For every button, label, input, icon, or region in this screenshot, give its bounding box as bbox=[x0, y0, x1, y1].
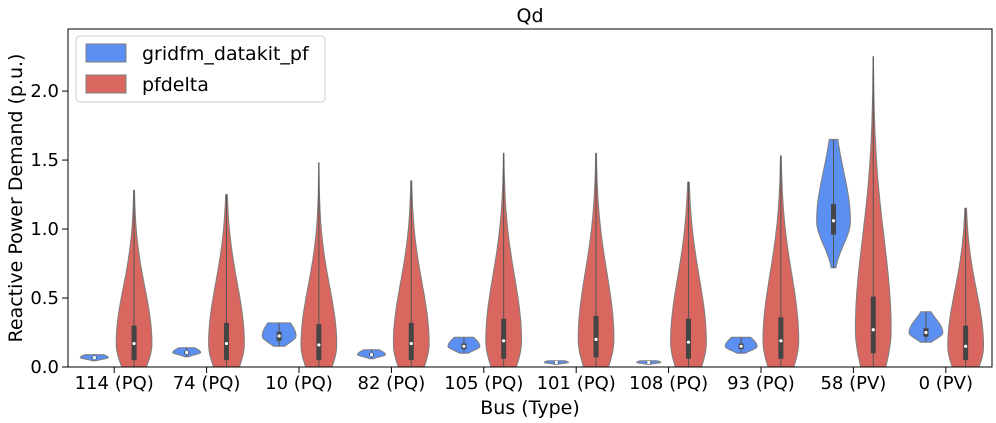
legend-label-pfdelta: pfdelta bbox=[142, 74, 209, 96]
violin-median bbox=[831, 219, 836, 223]
violin-pfdelta-3 bbox=[392, 180, 430, 368]
violin-pfdelta-5 bbox=[577, 152, 615, 368]
violin-median bbox=[502, 339, 506, 343]
x-tick-label: 93 (PQ) bbox=[727, 373, 795, 394]
violins-layer bbox=[79, 56, 984, 368]
violin-gridfm_datakit_pf-1 bbox=[172, 347, 202, 358]
x-tick-label: 74 (PQ) bbox=[173, 373, 241, 394]
violin-pfdelta-7 bbox=[762, 155, 800, 368]
violin-gridfm_datakit_pf-4 bbox=[447, 336, 481, 354]
violin-median bbox=[739, 344, 743, 348]
violin-gridfm_datakit_pf-9 bbox=[908, 311, 944, 343]
violin-gridfm_datakit_pf-3 bbox=[357, 349, 386, 360]
chart-title: Qd bbox=[516, 5, 543, 27]
violin-median bbox=[92, 356, 96, 360]
violin-median bbox=[185, 350, 189, 355]
x-axis-label: Bus (Type) bbox=[480, 397, 579, 419]
violin-median bbox=[686, 340, 691, 344]
violin-pfdelta-2 bbox=[300, 162, 338, 368]
x-tick-label: 82 (PQ) bbox=[358, 373, 426, 394]
violin-gridfm_datakit_pf-0 bbox=[79, 354, 109, 362]
y-tick-label: 0.0 bbox=[30, 357, 59, 378]
y-tick-label: 2.0 bbox=[30, 81, 59, 102]
violin-median bbox=[924, 330, 928, 335]
violin-pfdelta-6 bbox=[670, 181, 707, 368]
violin-gridfm_datakit_pf-5 bbox=[543, 360, 570, 365]
violin-gridfm_datakit_pf-2 bbox=[261, 322, 297, 347]
violin-median bbox=[277, 334, 281, 338]
legend-frame bbox=[75, 35, 326, 103]
violin-median bbox=[132, 341, 136, 346]
x-tick-label: 58 (PV) bbox=[820, 373, 886, 394]
violin-pfdelta-1 bbox=[208, 194, 245, 368]
violin-pfdelta-4 bbox=[485, 152, 522, 368]
x-tick-label: 105 (PQ) bbox=[444, 373, 523, 394]
violin-pfdelta-9 bbox=[947, 207, 984, 368]
y-tick-label: 1.0 bbox=[30, 219, 59, 240]
legend: gridfm_datakit_pf pfdelta bbox=[75, 35, 326, 103]
x-tick-label: 108 (PQ) bbox=[629, 373, 708, 394]
violin-median bbox=[594, 337, 598, 342]
violin-gridfm_datakit_pf-7 bbox=[724, 336, 758, 354]
violin-median bbox=[224, 341, 229, 346]
legend-label-gridfm: gridfm_datakit_pf bbox=[142, 43, 310, 65]
violin-gridfm_datakit_pf-8 bbox=[816, 138, 851, 269]
violin-median bbox=[369, 352, 374, 357]
y-tick-label: 1.5 bbox=[30, 150, 59, 171]
x-tick-label: 0 (PV) bbox=[919, 373, 973, 394]
violin-median bbox=[871, 328, 875, 332]
plot-frame bbox=[67, 28, 993, 368]
violin-median bbox=[317, 343, 321, 347]
x-tick-label: 10 (PQ) bbox=[265, 373, 333, 394]
x-tick-label: 101 (PQ) bbox=[537, 373, 616, 394]
x-axis: 114 (PQ) 74 (PQ) 10 (PQ) 82 (PQ) 105 (PQ) 101… bbox=[75, 367, 973, 394]
legend-swatch-gridfm bbox=[85, 43, 127, 63]
violin-median bbox=[554, 360, 558, 365]
legend-swatch-pfdelta bbox=[85, 74, 127, 94]
violin-pfdelta-0 bbox=[115, 189, 153, 368]
y-axis-label: Reactive Power Demand (p.u.) bbox=[5, 54, 27, 343]
x-tick-label: 114 (PQ) bbox=[75, 373, 154, 394]
violin-median bbox=[409, 341, 413, 346]
violin-gridfm_datakit_pf-6 bbox=[636, 360, 662, 365]
violin-pfdelta-8 bbox=[854, 56, 892, 368]
violin-median bbox=[779, 339, 783, 343]
violin-median bbox=[964, 344, 968, 348]
y-tick-label: 0.5 bbox=[30, 288, 59, 309]
violin-median bbox=[647, 360, 651, 365]
y-axis: 0.0 0.5 1.0 1.5 2.0 bbox=[30, 81, 68, 378]
violin-median bbox=[462, 344, 466, 348]
